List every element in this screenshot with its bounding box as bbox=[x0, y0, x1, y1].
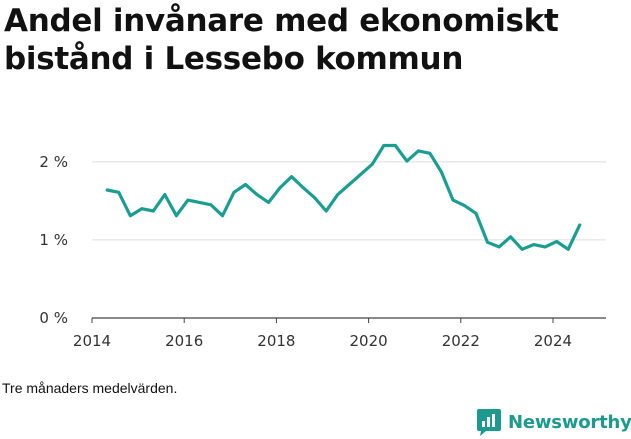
data-point bbox=[163, 193, 167, 197]
data-point bbox=[267, 201, 270, 204]
x-tick-label: 2016 bbox=[165, 332, 203, 350]
data-point bbox=[393, 144, 397, 147]
data-point bbox=[151, 209, 155, 213]
data-point bbox=[555, 240, 559, 243]
y-axis-labels: 0 % 1 % 2 % bbox=[39, 153, 68, 327]
data-point bbox=[117, 190, 121, 194]
data-point bbox=[370, 162, 374, 166]
data-point bbox=[290, 175, 293, 179]
data-point bbox=[232, 190, 236, 194]
data-point bbox=[382, 144, 386, 147]
newsworthy-logo-icon bbox=[477, 409, 501, 436]
x-axis-labels: 2014 2016 2018 2020 2022 2024 bbox=[73, 332, 572, 350]
x-tick-label: 2020 bbox=[349, 332, 387, 350]
data-point bbox=[347, 183, 351, 186]
data-point bbox=[175, 214, 178, 218]
x-tick-label: 2024 bbox=[534, 332, 572, 350]
data-point bbox=[578, 223, 582, 227]
data-point bbox=[359, 172, 363, 176]
y-tick-label: 0 % bbox=[39, 309, 68, 327]
data-point bbox=[255, 193, 259, 197]
chart-title: Andel invånare med ekonomiskt bistånd i … bbox=[4, 3, 559, 77]
data-point bbox=[186, 198, 190, 202]
data-point bbox=[336, 193, 340, 197]
data-point bbox=[428, 151, 432, 155]
y-tick-label: 1 % bbox=[39, 231, 68, 249]
data-point bbox=[566, 247, 570, 251]
data-point bbox=[532, 243, 535, 247]
data-point bbox=[509, 235, 512, 239]
gridlines bbox=[92, 161, 606, 241]
series-line-0 bbox=[105, 143, 582, 251]
brand-logo: Newsworthy bbox=[476, 407, 631, 437]
data-point bbox=[313, 196, 317, 200]
data-point bbox=[451, 198, 455, 202]
data-point bbox=[486, 240, 489, 244]
data-point bbox=[324, 209, 328, 213]
data-point bbox=[463, 204, 466, 208]
data-point bbox=[198, 201, 201, 204]
data-point bbox=[520, 247, 524, 251]
data-point bbox=[278, 186, 282, 190]
data-point bbox=[105, 188, 109, 192]
data-point bbox=[440, 170, 443, 174]
data-point bbox=[543, 245, 547, 249]
data-point bbox=[497, 245, 501, 249]
footnote: Tre månaders medelvärden. bbox=[2, 380, 178, 396]
data-point bbox=[474, 212, 478, 215]
data-series bbox=[105, 143, 582, 251]
data-point bbox=[301, 186, 305, 190]
data-point bbox=[128, 214, 132, 218]
x-tick-label: 2014 bbox=[73, 332, 111, 350]
data-point bbox=[417, 149, 420, 153]
data-point bbox=[209, 203, 213, 207]
y-tick-label: 2 % bbox=[39, 153, 68, 171]
data-point bbox=[140, 207, 144, 211]
data-point bbox=[244, 183, 247, 186]
brand-name: Newsworthy bbox=[508, 411, 631, 433]
data-point bbox=[405, 159, 409, 163]
x-axis bbox=[91, 317, 606, 323]
x-tick-label: 2018 bbox=[257, 332, 295, 350]
data-point bbox=[221, 214, 224, 218]
x-tick-label: 2022 bbox=[442, 332, 480, 350]
